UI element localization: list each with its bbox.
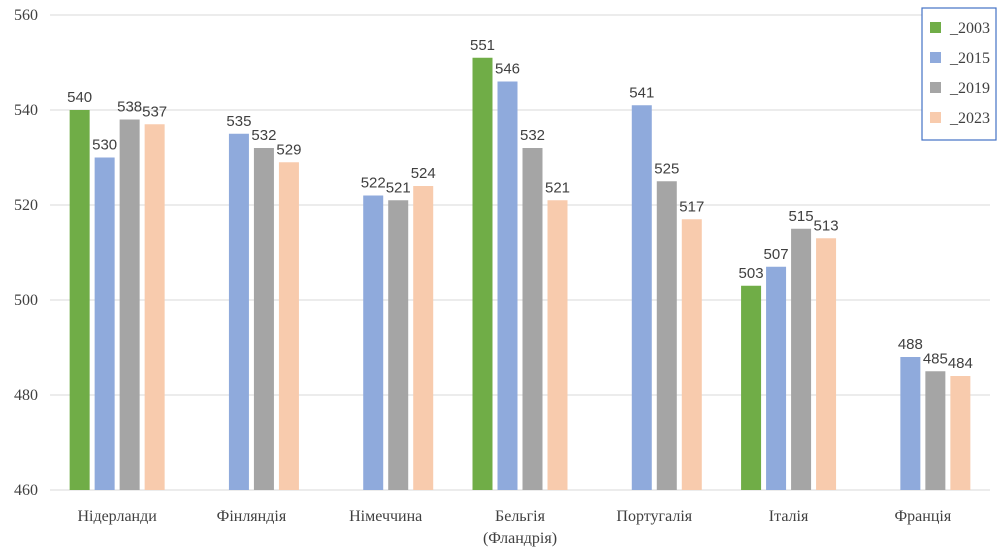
bar-2019 [925, 371, 946, 490]
data-label: 521 [545, 179, 570, 196]
bar-2015 [497, 81, 518, 490]
data-label: 515 [789, 208, 814, 225]
bar-2003 [69, 110, 90, 490]
bar-2019 [119, 119, 140, 490]
y-axis: 460 480 500 520 540 560 [14, 7, 38, 499]
bar-2019 [522, 148, 543, 490]
data-label: 529 [276, 141, 301, 158]
bar-2023 [547, 200, 568, 490]
legend[interactable]: _2003 _2015 _2019 _2023 [921, 7, 997, 141]
data-label: 532 [251, 127, 276, 144]
x-category-label-line: Португалія [616, 508, 692, 525]
data-label: 541 [629, 84, 654, 101]
x-category-label: Німеччина [349, 508, 422, 525]
bar-2023 [144, 124, 165, 490]
data-label: 485 [923, 350, 948, 367]
data-label: 503 [739, 265, 764, 282]
legend-label-2003[interactable]: _2003 [949, 20, 990, 37]
bar-2015 [900, 357, 921, 490]
x-category-label-line: Фінляндія [217, 508, 287, 525]
data-label: 522 [361, 175, 386, 192]
data-label: 484 [948, 355, 973, 372]
bar-2019 [656, 181, 677, 490]
x-category-label-line: Італія [769, 508, 809, 525]
x-category-label-line: (Фландрія) [483, 530, 557, 547]
x-category-label: Нідерланди [77, 508, 157, 525]
data-label: 530 [92, 137, 117, 154]
bar-2015 [631, 105, 652, 490]
bar-2015 [363, 195, 384, 490]
data-label: 551 [470, 37, 495, 54]
y-tick-label: 460 [14, 482, 38, 499]
data-label: 532 [520, 127, 545, 144]
x-category-label-line: Нідерланди [77, 508, 157, 525]
bar-2023 [816, 238, 837, 490]
y-tick-label: 520 [14, 197, 38, 214]
x-category-label-line: Німеччина [349, 508, 422, 525]
bar-2015 [94, 157, 115, 490]
legend-label-2015[interactable]: _2015 [949, 50, 990, 67]
data-label: 535 [226, 113, 251, 130]
x-category-label: Бельгія (Фландрія) [483, 508, 557, 547]
legend-swatch-2023 [930, 112, 941, 123]
data-label: 538 [117, 99, 142, 116]
legend-label-2019[interactable]: _2019 [949, 80, 990, 97]
x-category-label: Фінляндія [217, 508, 287, 525]
x-category-label: Італія [769, 508, 809, 525]
data-label: 546 [495, 61, 520, 78]
legend-swatch-2015 [930, 52, 941, 63]
y-tick-label: 540 [14, 102, 38, 119]
legend-swatch-2003 [930, 22, 941, 33]
data-label: 507 [764, 246, 789, 263]
y-tick-label: 560 [14, 7, 38, 24]
data-label: 537 [142, 103, 167, 120]
bar-2023 [413, 186, 434, 490]
y-tick-label: 500 [14, 292, 38, 309]
x-category-label-line: Франція [895, 508, 952, 525]
bar-2003 [741, 285, 762, 490]
data-label: 540 [67, 89, 92, 106]
bar-2015 [766, 266, 787, 490]
legend-swatch-2019 [930, 82, 941, 93]
x-category-label: Португалія [616, 508, 692, 525]
bars [69, 57, 971, 490]
data-label: 525 [654, 160, 679, 177]
gridlines [50, 14, 990, 491]
data-label: 517 [679, 198, 704, 215]
bar-2023 [681, 219, 702, 490]
y-tick-label: 480 [14, 387, 38, 404]
bar-2023 [278, 162, 299, 490]
data-label: 521 [386, 179, 411, 196]
x-category-label: Франція [895, 508, 952, 525]
bar-2023 [950, 376, 971, 490]
bar-2019 [388, 200, 409, 490]
bar-2019 [253, 148, 274, 490]
bar-2019 [791, 228, 812, 490]
data-label: 488 [898, 336, 923, 353]
x-axis: Нідерланди Фінляндія Німеччина Бельгія (Флан… [77, 508, 951, 547]
legend-label-2023[interactable]: _2023 [949, 110, 990, 127]
x-category-label-line: Бельгія [495, 508, 546, 525]
data-label: 513 [814, 217, 839, 234]
bar-2015 [228, 133, 249, 490]
data-label: 524 [411, 165, 436, 182]
bar-2003 [472, 57, 493, 490]
